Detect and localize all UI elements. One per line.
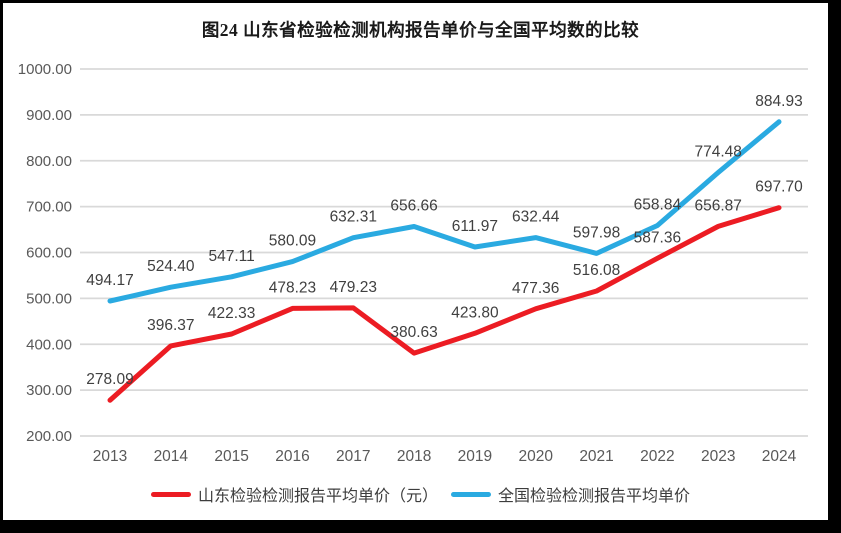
chart-title: 图24 山东省检验检测机构报告单价与全国平均数的比较 bbox=[201, 20, 640, 40]
data-label-series-0: 587.36 bbox=[634, 229, 681, 246]
series-line-0 bbox=[107, 205, 782, 403]
legend-item-national: 全国检验检测报告平均单价 bbox=[451, 482, 690, 506]
data-label-series-0: 396.37 bbox=[147, 317, 194, 334]
x-tick-label: 2021 bbox=[579, 448, 613, 465]
y-tick-label: 500.00 bbox=[26, 290, 72, 307]
legend-item-shandong: 山东检验检测报告平均单价（元） bbox=[150, 482, 438, 506]
x-tick-label: 2016 bbox=[275, 448, 309, 465]
x-tick-label: 2014 bbox=[154, 448, 189, 465]
data-label-series-1: 547.11 bbox=[209, 248, 255, 265]
x-tick-label: 2018 bbox=[397, 448, 431, 465]
series-line-1 bbox=[107, 119, 782, 304]
data-label-series-0: 516.08 bbox=[573, 262, 620, 279]
legend: 山东检验检测报告平均单价（元） 全国检验检测报告平均单价 bbox=[0, 482, 841, 506]
data-label-series-1: 632.31 bbox=[330, 209, 377, 226]
data-label-series-1: 884.93 bbox=[755, 93, 802, 110]
y-tick-label: 700.00 bbox=[26, 199, 72, 216]
data-label-series-0: 423.80 bbox=[451, 304, 499, 321]
data-label-series-1: 580.09 bbox=[269, 233, 316, 250]
data-label-series-0: 422.33 bbox=[208, 305, 255, 322]
x-tick-label: 2023 bbox=[701, 448, 735, 465]
y-tick-label: 300.00 bbox=[26, 382, 72, 399]
data-label-series-0: 278.09 bbox=[86, 371, 133, 388]
data-label-series-0: 477.36 bbox=[512, 280, 559, 297]
y-tick-label: 1000.00 bbox=[18, 61, 72, 78]
y-tick-label: 600.00 bbox=[26, 245, 72, 262]
legend-swatch-shandong-icon bbox=[150, 491, 191, 497]
data-label-series-1: 524.40 bbox=[147, 258, 195, 275]
data-label-series-1: 597.98 bbox=[573, 224, 620, 241]
y-tick-label: 400.00 bbox=[26, 336, 72, 353]
data-label-series-1: 658.84 bbox=[634, 197, 682, 214]
y-tick-label: 800.00 bbox=[26, 153, 72, 170]
figure-background bbox=[3, 3, 828, 520]
data-label-series-1: 494.17 bbox=[86, 272, 133, 289]
data-label-series-0: 479.23 bbox=[330, 279, 377, 296]
x-tick-label: 2020 bbox=[518, 448, 553, 465]
x-tick-label: 2019 bbox=[458, 448, 492, 465]
x-tick-label: 2022 bbox=[640, 448, 674, 465]
y-tick-label: 900.00 bbox=[26, 107, 72, 124]
x-tick-label: 2024 bbox=[762, 448, 797, 465]
data-label-series-1: 656.66 bbox=[390, 198, 437, 215]
legend-label-shandong: 山东检验检测报告平均单价（元） bbox=[197, 488, 438, 505]
legend-label-national: 全国检验检测报告平均单价 bbox=[498, 488, 691, 505]
x-tick-label: 2015 bbox=[214, 448, 248, 465]
data-label-series-1: 611.97 bbox=[452, 218, 498, 235]
data-label-series-0: 697.70 bbox=[755, 179, 803, 196]
y-tick-label: 200.00 bbox=[26, 428, 72, 445]
x-tick-label: 2017 bbox=[336, 448, 370, 465]
data-label-series-0: 656.87 bbox=[694, 197, 741, 214]
data-label-series-0: 478.23 bbox=[269, 279, 316, 296]
data-label-series-0: 380.63 bbox=[390, 324, 437, 341]
x-tick-label: 2013 bbox=[93, 448, 127, 465]
data-label-series-1: 632.44 bbox=[512, 209, 560, 226]
data-label-series-1: 774.48 bbox=[694, 144, 741, 161]
legend-swatch-national-icon bbox=[451, 491, 491, 497]
